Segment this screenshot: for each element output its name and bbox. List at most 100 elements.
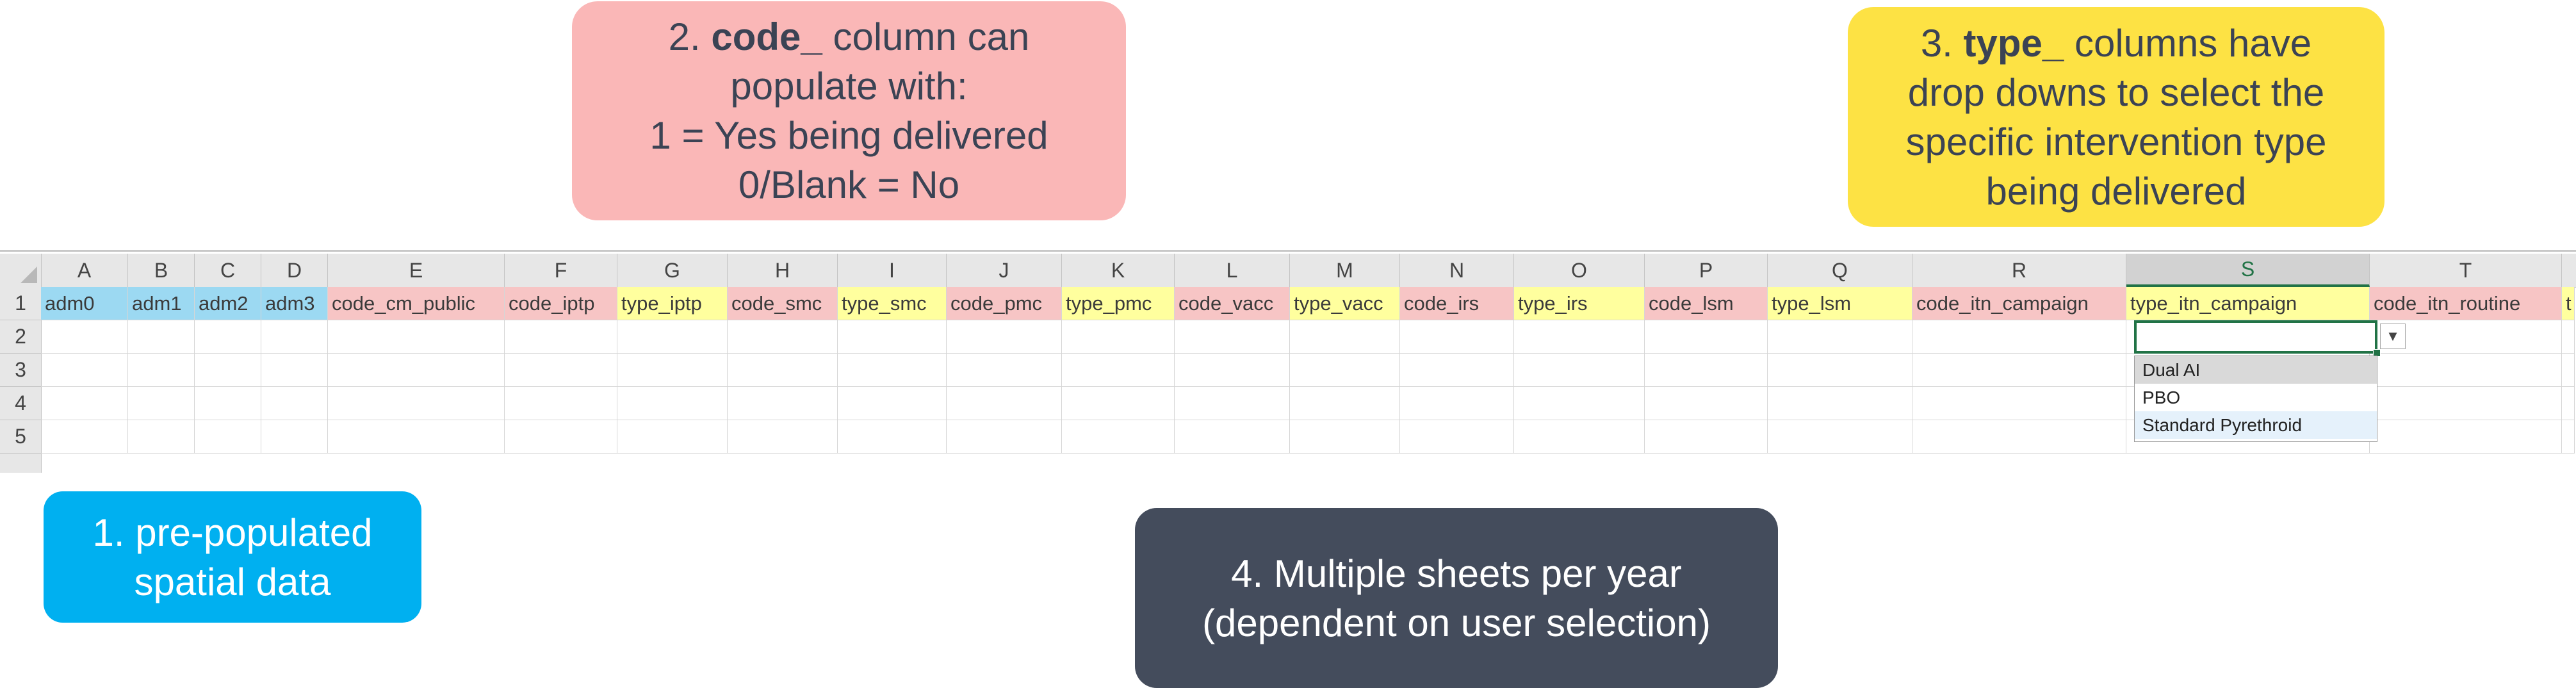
grid-cell[interactable] — [1175, 420, 1290, 454]
grid-cell[interactable] — [1768, 420, 1912, 454]
grid-cell[interactable] — [1645, 320, 1768, 354]
header-cell[interactable]: type_vacc — [1290, 287, 1400, 320]
grid-cell[interactable] — [261, 354, 328, 387]
grid-cell[interactable] — [617, 320, 728, 354]
header-cell[interactable]: code_irs — [1400, 287, 1514, 320]
column-header-k[interactable]: K — [1062, 254, 1175, 287]
grid-cell[interactable] — [505, 354, 617, 387]
active-cell-s2[interactable] — [2134, 320, 2377, 354]
header-cell[interactable]: type_itn_campaign — [2126, 287, 2370, 320]
column-header-r[interactable]: R — [1912, 254, 2126, 287]
grid-cell[interactable] — [2562, 354, 2575, 387]
dropdown-option-pbo[interactable]: PBO — [2142, 387, 2181, 407]
grid-cell[interactable] — [1290, 320, 1400, 354]
grid-cell[interactable] — [617, 354, 728, 387]
dropdown-arrow-button[interactable]: ▼ — [2380, 324, 2406, 349]
grid-cell[interactable] — [1912, 354, 2126, 387]
grid-cell[interactable] — [195, 320, 261, 354]
grid-cell[interactable] — [195, 387, 261, 420]
column-header-d[interactable]: D — [261, 254, 328, 287]
header-cell[interactable]: adm3 — [261, 287, 328, 320]
grid-cell[interactable] — [2370, 420, 2562, 454]
grid-cell[interactable] — [838, 420, 947, 454]
grid-cell[interactable] — [1514, 354, 1645, 387]
header-cell[interactable]: type_lsm — [1768, 287, 1912, 320]
grid-cell[interactable] — [617, 387, 728, 420]
header-cell[interactable]: adm0 — [41, 287, 128, 320]
grid-cell[interactable] — [261, 387, 328, 420]
grid-cell[interactable] — [1768, 354, 1912, 387]
header-cell[interactable]: code_itn_routine — [2370, 287, 2562, 320]
grid-cell[interactable] — [505, 387, 617, 420]
header-cell[interactable]: adm1 — [128, 287, 195, 320]
grid-cell[interactable] — [1912, 420, 2126, 454]
column-header-b[interactable]: B — [128, 254, 195, 287]
grid-cell[interactable] — [1062, 387, 1175, 420]
grid-cell[interactable] — [1175, 354, 1290, 387]
grid-cell[interactable] — [728, 420, 838, 454]
column-header-l[interactable]: L — [1175, 254, 1290, 287]
grid-cell[interactable] — [838, 387, 947, 420]
grid-cell[interactable] — [1062, 320, 1175, 354]
grid-cell[interactable] — [1912, 320, 2126, 354]
column-header-q[interactable]: Q — [1768, 254, 1912, 287]
grid-cell[interactable] — [261, 320, 328, 354]
grid-cell[interactable] — [1290, 420, 1400, 454]
column-header-g[interactable]: G — [617, 254, 728, 287]
header-cell[interactable]: type_irs — [1514, 287, 1645, 320]
column-header-i[interactable]: I — [838, 254, 947, 287]
header-cell[interactable]: adm2 — [195, 287, 261, 320]
grid-cell[interactable] — [947, 387, 1062, 420]
header-cell[interactable]: type_iptp — [617, 287, 728, 320]
header-cell[interactable]: code_vacc — [1175, 287, 1290, 320]
header-cell[interactable]: type_smc — [838, 287, 947, 320]
grid-cell[interactable] — [1645, 420, 1768, 454]
grid-cell[interactable] — [947, 354, 1062, 387]
column-header-a[interactable]: A — [41, 254, 128, 287]
column-header-o[interactable]: O — [1514, 254, 1645, 287]
grid-cell[interactable] — [328, 387, 505, 420]
grid-cell[interactable] — [1062, 420, 1175, 454]
grid-cell[interactable] — [328, 420, 505, 454]
column-header-t[interactable]: T — [2370, 254, 2562, 287]
grid-cell[interactable] — [1514, 320, 1645, 354]
grid-cell[interactable] — [328, 354, 505, 387]
column-header-c[interactable]: C — [195, 254, 261, 287]
grid-cell[interactable] — [128, 320, 195, 354]
row-header-2[interactable]: 2 — [0, 320, 41, 354]
grid-cell[interactable] — [617, 420, 728, 454]
grid-cell[interactable] — [41, 420, 128, 454]
grid-cell[interactable] — [728, 354, 838, 387]
column-header-m[interactable]: M — [1290, 254, 1400, 287]
column-header-h[interactable]: H — [728, 254, 838, 287]
grid-cell[interactable] — [2370, 320, 2562, 354]
grid-cell[interactable] — [1400, 354, 1514, 387]
grid-cell[interactable] — [505, 420, 617, 454]
header-cell[interactable]: code_iptp — [505, 287, 617, 320]
grid-cell[interactable] — [2370, 387, 2562, 420]
header-cell[interactable]: code_itn_campaign — [1912, 287, 2126, 320]
dropdown-option-standard-pyrethroid[interactable]: Standard Pyrethroid — [2135, 411, 2377, 439]
grid-cell[interactable] — [1514, 420, 1645, 454]
grid-cell[interactable] — [1400, 387, 1514, 420]
select-all-button[interactable] — [0, 254, 42, 287]
row-header-1[interactable]: 1 — [0, 287, 41, 320]
grid-cell[interactable] — [1062, 354, 1175, 387]
grid-cell[interactable] — [505, 320, 617, 354]
grid-cell[interactable] — [195, 354, 261, 387]
grid-cell[interactable] — [2370, 354, 2562, 387]
grid-cell[interactable] — [195, 420, 261, 454]
grid-cell[interactable] — [1290, 387, 1400, 420]
grid-cell[interactable] — [41, 354, 128, 387]
header-cell[interactable]: code_pmc — [947, 287, 1062, 320]
column-header-j[interactable]: J — [947, 254, 1062, 287]
grid-cell[interactable] — [2562, 420, 2575, 454]
column-header-p[interactable]: P — [1645, 254, 1768, 287]
grid-cell[interactable] — [838, 320, 947, 354]
grid-cell[interactable] — [1290, 354, 1400, 387]
column-header-s[interactable]: S — [2126, 254, 2370, 287]
header-cell[interactable]: code_smc — [728, 287, 838, 320]
grid-cell[interactable] — [1912, 387, 2126, 420]
grid-cell[interactable] — [1400, 420, 1514, 454]
grid-cell[interactable] — [261, 420, 328, 454]
